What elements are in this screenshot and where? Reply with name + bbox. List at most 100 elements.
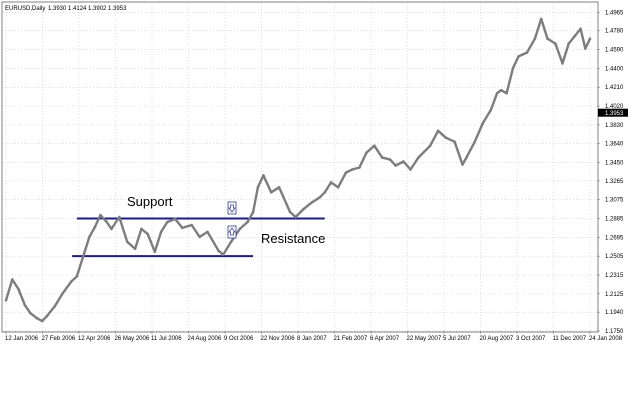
current-price-label: 1.3953: [605, 111, 624, 117]
price-point: [517, 55, 520, 58]
y-tick-label: 1.2125: [605, 292, 624, 298]
x-tick-label: 22 May 2007: [407, 336, 442, 342]
arrow-up-icon: [228, 227, 236, 236]
price-point: [489, 108, 493, 112]
price-point: [302, 207, 305, 211]
price-point: [546, 37, 549, 40]
price-point: [17, 288, 20, 291]
price-point: [495, 91, 499, 95]
x-tick-label: 24 Aug 2006: [188, 336, 222, 342]
price-point: [505, 91, 508, 95]
price-point: [358, 166, 361, 169]
price-point: [206, 230, 209, 234]
x-tick-label: 26 May 2006: [115, 336, 150, 342]
price-point: [428, 144, 432, 147]
price-point: [511, 67, 515, 70]
price-point: [336, 186, 340, 189]
price-point: [380, 156, 384, 159]
price-point: [351, 168, 354, 171]
sell-arrow-marker: [227, 201, 237, 215]
price-point: [329, 181, 333, 184]
price-point: [288, 210, 292, 214]
price-point: [310, 200, 314, 204]
price-point: [4, 299, 8, 302]
x-tick-label: 11 Jul 2006: [151, 336, 182, 342]
price-point: [75, 275, 79, 278]
y-tick-label: 1.4965: [605, 10, 624, 16]
y-tick-label: 1.4400: [605, 66, 624, 72]
price-point: [190, 223, 193, 227]
price-point: [269, 191, 273, 194]
arrow-box: [227, 201, 237, 215]
current-price-box: [598, 108, 628, 117]
x-tick-label: 22 Nov 2006: [261, 336, 296, 342]
y-tick-label: 1.1940: [605, 310, 624, 316]
price-point: [23, 303, 27, 307]
price-point: [318, 195, 322, 199]
chart-header-symbol: EURUSD,Daily: [5, 6, 45, 12]
buy-arrow-marker: [227, 225, 237, 239]
x-tick-label: 24 Jan 2008: [589, 336, 623, 342]
price-point: [105, 220, 108, 224]
price-point: [579, 27, 582, 31]
price-point: [402, 160, 405, 163]
price-point: [125, 240, 129, 244]
x-tick-label: 9 Oct 2006: [224, 336, 254, 342]
price-point: [256, 186, 260, 189]
price-point: [584, 47, 587, 50]
price-point: [409, 168, 412, 171]
price-chart: 1.4965 1.4780 1.4590 1.4400 1.4210 1.4020 1.38…: [1, 1, 628, 342]
x-tick-label: 3 Oct 2007: [516, 336, 546, 342]
series: [4, 17, 592, 323]
price-point: [140, 227, 143, 231]
price-point: [221, 253, 225, 256]
y-tick-label: 1.3830: [605, 123, 624, 129]
price-point: [394, 164, 397, 167]
price-point: [453, 140, 456, 143]
arrow-box: [227, 225, 237, 239]
y-tick-label: 1.2695: [605, 235, 624, 241]
price-point: [417, 156, 420, 159]
price-point: [198, 235, 201, 239]
price-point: [238, 227, 242, 231]
price-point: [61, 292, 64, 295]
price-point: [11, 278, 14, 281]
price-point: [365, 151, 368, 154]
price-point: [461, 163, 464, 166]
price-point: [554, 42, 557, 45]
price-point: [251, 210, 255, 214]
price-point: [181, 226, 184, 230]
price-point: [465, 156, 468, 159]
y-tick-label: 1.4590: [605, 48, 624, 54]
price-point: [29, 311, 32, 315]
chart-area: 1.4965 1.4780 1.4590 1.4400 1.4210 1.4020 1.38…: [1, 1, 628, 342]
price-point: [373, 144, 376, 147]
price-point: [159, 230, 163, 234]
price-point: [153, 250, 157, 253]
price-point: [217, 249, 220, 252]
y-tick-label: 1.4210: [605, 85, 624, 91]
x-tick-label: 12 Jan 2006: [5, 336, 39, 342]
price-point: [388, 158, 392, 161]
x-tick-label: 11 Dec 2007: [553, 336, 587, 342]
x-tick-label: 5 Jul 2007: [443, 336, 471, 342]
price-point: [436, 129, 440, 133]
support-label: Support: [127, 194, 173, 209]
x-tick-label: 8 Jan 2007: [297, 336, 327, 342]
arrow-markers: [227, 201, 237, 239]
chart-header-ohlc: 1.3930 1.4124 1.3902 1.3953: [48, 6, 127, 12]
x-axis: 12 Jan 2006 27 Feb 2006 12 Apr 2006 26 May …: [5, 331, 623, 342]
price-point: [499, 88, 503, 92]
price-point: [294, 215, 297, 219]
price-point: [53, 304, 57, 308]
price-point: [561, 62, 564, 65]
price-point: [45, 314, 49, 318]
x-tick-label: 20 Aug 2007: [480, 336, 514, 342]
price-point: [473, 141, 476, 144]
y-axis: 1.4965 1.4780 1.4590 1.4400 1.4210 1.4020 1.38…: [597, 10, 628, 335]
price-point: [246, 220, 249, 224]
price-point: [118, 215, 121, 219]
arrow-down-icon: [228, 204, 236, 213]
plot-background: [1, 1, 599, 333]
price-point: [40, 319, 44, 323]
